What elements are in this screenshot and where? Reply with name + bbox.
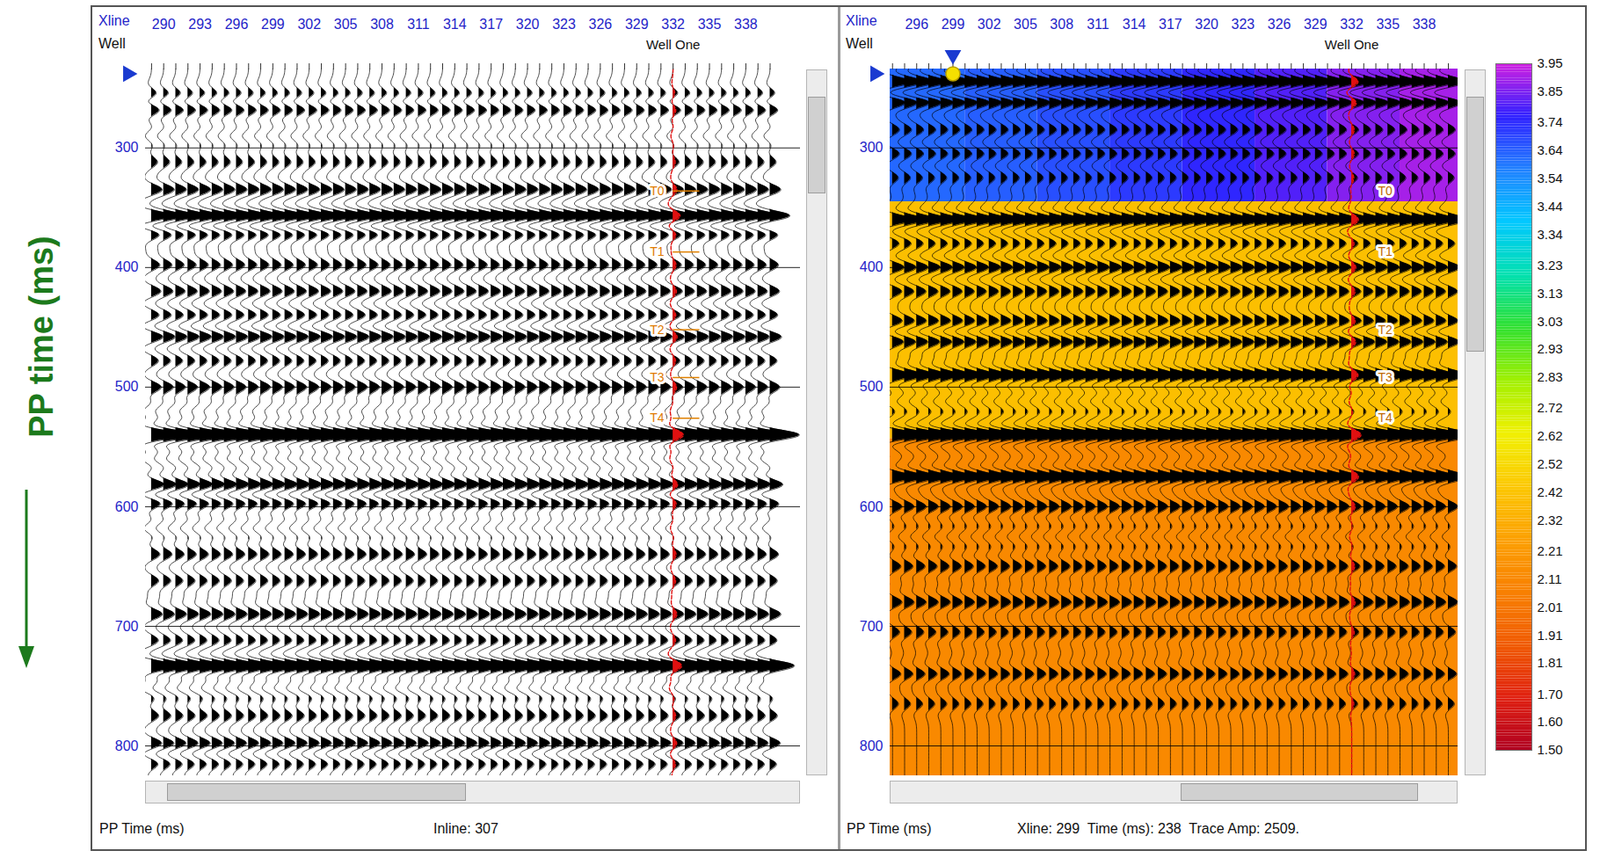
- svg-text:311: 311: [1086, 16, 1110, 32]
- svg-text:T3: T3: [1378, 370, 1394, 385]
- svg-text:500: 500: [859, 378, 884, 394]
- svg-text:3.23: 3.23: [1537, 257, 1564, 273]
- svg-text:T1: T1: [1378, 244, 1394, 259]
- svg-text:338: 338: [1412, 16, 1437, 32]
- svg-text:700: 700: [859, 618, 884, 634]
- svg-text:3.03: 3.03: [1537, 313, 1564, 329]
- svg-text:3.64: 3.64: [1537, 142, 1564, 158]
- svg-text:2.32: 2.32: [1537, 512, 1564, 528]
- svg-text:T4: T4: [1378, 410, 1394, 425]
- svg-text:2.01: 2.01: [1537, 599, 1564, 615]
- svg-text:2.42: 2.42: [1537, 484, 1564, 500]
- svg-text:3.74: 3.74: [1537, 114, 1564, 130]
- svg-text:302: 302: [977, 16, 1002, 32]
- svg-text:400: 400: [115, 259, 139, 275]
- svg-text:338: 338: [734, 16, 758, 32]
- svg-text:800: 800: [859, 738, 884, 754]
- html-text:Well: Well: [845, 36, 873, 51]
- svg-text:1.81: 1.81: [1537, 654, 1564, 670]
- svg-text:T0: T0: [1378, 183, 1394, 198]
- svg-text:302: 302: [297, 16, 321, 32]
- svg-text:800: 800: [115, 738, 139, 754]
- html-text:Xline: 299 Time (ms): 238 Trac: Xline: 299 Time (ms): 238 Trace Amp: 250…: [1017, 821, 1300, 837]
- svg-text:335: 335: [1375, 16, 1400, 32]
- svg-text:293: 293: [188, 16, 212, 32]
- svg-text:Well One: Well One: [1324, 36, 1379, 52]
- svg-text:320: 320: [516, 16, 540, 32]
- svg-text:T1: T1: [649, 244, 665, 259]
- svg-text:3.85: 3.85: [1537, 83, 1564, 99]
- svg-text:3.13: 3.13: [1537, 285, 1564, 301]
- svg-text:3.95: 3.95: [1537, 55, 1564, 71]
- svg-text:314: 314: [443, 16, 467, 32]
- svg-text:323: 323: [552, 16, 576, 32]
- svg-text:1.91: 1.91: [1537, 627, 1564, 643]
- svg-text:1.50: 1.50: [1537, 741, 1564, 757]
- svg-text:400: 400: [859, 259, 884, 275]
- svg-text:317: 317: [1158, 16, 1183, 32]
- svg-text:314: 314: [1122, 16, 1147, 32]
- svg-text:308: 308: [370, 16, 394, 32]
- svg-text:600: 600: [115, 499, 139, 515]
- svg-text:T4: T4: [649, 410, 665, 425]
- svg-text:PP time (ms): PP time (ms): [22, 235, 60, 437]
- svg-text:Well One: Well One: [646, 36, 700, 52]
- svg-text:329: 329: [625, 16, 649, 32]
- svg-text:332: 332: [1339, 16, 1364, 32]
- svg-text:2.83: 2.83: [1537, 369, 1564, 385]
- svg-text:296: 296: [225, 16, 249, 32]
- svg-text:3.44: 3.44: [1537, 198, 1564, 214]
- svg-text:320: 320: [1194, 16, 1219, 32]
- svg-text:700: 700: [115, 618, 139, 634]
- svg-text:2.21: 2.21: [1537, 543, 1564, 559]
- svg-text:305: 305: [334, 16, 358, 32]
- svg-text:311: 311: [407, 16, 430, 32]
- svg-text:T0: T0: [649, 183, 665, 198]
- html-text:Well: Well: [98, 36, 126, 51]
- html-text:Xline: Xline: [845, 13, 878, 29]
- svg-text:299: 299: [941, 16, 966, 32]
- svg-text:2.62: 2.62: [1537, 428, 1564, 444]
- svg-text:1.70: 1.70: [1537, 686, 1564, 702]
- svg-text:300: 300: [859, 139, 884, 155]
- svg-text:500: 500: [115, 378, 139, 394]
- html-text:PP Time (ms): PP Time (ms): [99, 821, 185, 837]
- svg-text:335: 335: [698, 16, 722, 32]
- svg-text:290: 290: [152, 16, 176, 32]
- svg-text:329: 329: [1303, 16, 1328, 32]
- svg-text:T3: T3: [649, 370, 665, 385]
- svg-text:600: 600: [859, 499, 884, 515]
- svg-text:305: 305: [1013, 16, 1038, 32]
- html-text:Xline: Xline: [98, 13, 130, 29]
- svg-text:1.60: 1.60: [1537, 713, 1564, 729]
- svg-text:T2: T2: [649, 322, 665, 337]
- svg-text:308: 308: [1049, 16, 1074, 32]
- svg-text:2.93: 2.93: [1537, 341, 1564, 357]
- svg-text:326: 326: [589, 16, 613, 32]
- svg-text:300: 300: [115, 139, 139, 155]
- svg-text:299: 299: [261, 16, 285, 32]
- html-text:Inline: 307: Inline: 307: [433, 821, 499, 837]
- svg-text:332: 332: [661, 16, 685, 32]
- svg-text:3.34: 3.34: [1537, 226, 1564, 242]
- svg-text:2.72: 2.72: [1537, 400, 1564, 415]
- svg-text:296: 296: [904, 16, 929, 32]
- svg-text:2.52: 2.52: [1537, 456, 1564, 472]
- svg-text:T2: T2: [1378, 322, 1394, 337]
- svg-text:326: 326: [1267, 16, 1292, 32]
- svg-text:323: 323: [1230, 16, 1255, 32]
- svg-text:3.54: 3.54: [1537, 170, 1564, 186]
- svg-text:2.11: 2.11: [1537, 571, 1563, 587]
- html-text:PP Time (ms): PP Time (ms): [846, 821, 932, 837]
- svg-text:317: 317: [479, 16, 503, 32]
